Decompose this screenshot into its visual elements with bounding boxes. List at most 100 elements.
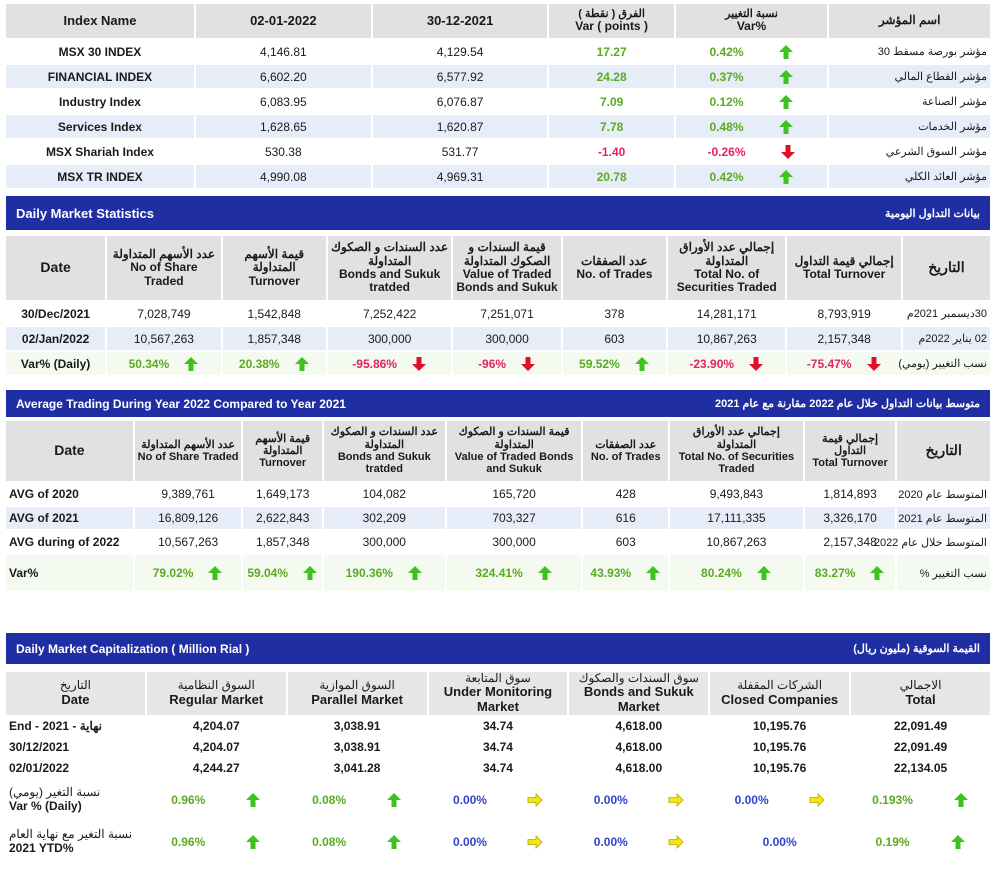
stats-value: 10,567,263 [107,327,221,350]
stats-header-en: Date [40,259,71,276]
cap-var-cell: 0.00% [429,822,568,862]
stats-var-value: -75.47% [806,356,852,371]
index-value-date1: 4,146.81 [259,44,307,59]
stats-value: 10,867,263 [668,327,786,350]
stats-header: عدد السندات و الصكوك المتداولة Bonds and … [327,236,452,300]
arrow-down-icon [749,356,764,371]
cap-header-ar: سوق المتابعة [465,671,531,685]
index-table: Index Name 02-01-2022 30-12-2021 الفرق (… [4,2,992,190]
stats-header-ar: إجمالي عدد الأوراق المتداولة [692,426,780,451]
cap-header-en: Parallel Market [311,691,403,707]
daily-stats-section: Date عدد الأسهم المتداولة No of Share Trad… [4,234,992,377]
stats-header: التاريخ [902,236,990,300]
stats-header-en: No. of Trades [590,451,661,463]
cap-value: 4,618.00 [615,761,663,776]
header-date-2: 30-12-2021 [372,4,548,38]
stats-date: 02/Jan/2022 [6,327,106,350]
index-var-pct-cell: 0.48% [675,115,828,138]
stats-date: AVG during of 2022 [9,535,120,549]
index-value-date1: 6,602.20 [195,65,371,88]
cap-header-en: Total [905,691,936,707]
cap-row: 30/12/2021 4,204.07 3,038.91 34.74 4,618.00 1… [6,738,990,757]
cap-header-ar: الاجمالي [899,678,942,693]
index-value-date1: 6,083.95 [259,94,307,109]
cap-var-value: 0.96% [171,792,206,807]
arrow-up-icon [537,566,552,580]
cap-var-value: 0.08% [312,792,347,807]
stats-header: عدد الصفقات No. of Trades [583,421,668,481]
stats-var-value: 20.38% [238,356,280,371]
stats-header-ar: قيمة الأسهم المتداولة [255,432,311,457]
cap-var-row: نسبة التغير (يومي) Var % (Daily) 0.96% 0.08… [6,780,990,820]
stats-value: 104,082 [362,487,406,501]
stats-header-en: Date [54,442,85,459]
cap-var-value: 0.00% [762,834,797,849]
stats-var-value: 80.24% [701,566,742,580]
index-value-date1: 4,990.08 [195,165,371,188]
stats-value: 300,000 [362,535,406,549]
arrow-right-icon [809,792,825,807]
cap-var-value: 0.00% [452,792,487,807]
avg-stats-title: Average Trading During Year 2022 Compare… [16,396,346,411]
index-value-date2: 1,620.87 [372,115,548,138]
index-var-pct: 0.48% [709,119,744,134]
cap-var-value: 0.193% [872,792,913,807]
arrow-up-icon [778,69,793,84]
stats-value: 1,857,348 [255,535,310,549]
arrow-up-icon [778,44,793,59]
index-row: Services Index 1,628.65 1,620.87 7.78 0.48% م… [6,115,990,138]
stats-header-ar: عدد السندات و الصكوك المتداولة [330,426,438,451]
cap-var-cell: 0.00% [710,822,849,862]
stats-var-value: 83.27% [814,566,856,580]
cap-value: 10,195.76 [752,719,807,734]
stats-var-value: 324.41% [475,566,523,580]
cap-header: سوق السندات والصكوك Bonds and Sukuk Marke… [569,671,709,715]
cap-var-value: 0.96% [171,834,206,849]
cap-var-value: 0.00% [593,792,628,807]
cap-header: التاريخ Date [6,672,145,715]
stats-value: 14,281,171 [696,306,757,321]
stats-header-en: No. of Trades [576,267,653,281]
cap-var-value: 0.19% [875,834,910,849]
stats-header-en: Turnover [259,457,307,470]
cap-header-en: Regular Market [169,691,264,707]
stats-var-cell: 20.38% [222,352,326,375]
cap-var-label: نسبة التغير مع نهاية العام 2021 YTD% [6,822,145,862]
cap-section: التاريخ Date السوق النظامية Regular Market ا… [4,670,992,864]
stats-value: 300,000 [492,535,536,549]
cap-var-cell: 0.08% [288,780,427,820]
arrow-down-icon [780,144,795,159]
stats-var-cell: -23.90% [668,352,786,375]
stats-header: إجمالي عدد الأوراق المتداولة Total No. of… [670,421,803,481]
stats-row: AVG of 2020 9,389,761 1,649,173 104,082 165,… [6,483,990,505]
stats-value: 8,793,919 [817,306,871,321]
stats-row: 30/Dec/2021 7,028,749 1,542,848 7,252,422 7,… [6,302,990,325]
stats-var-cell: 59.52% [562,352,666,375]
stats-var-cell: -95.86% [327,352,452,375]
cap-title: Daily Market Capitalization ( Million Ri… [16,641,250,656]
cap-date: 30/12/2021 [9,740,70,755]
arrow-up-icon [387,792,402,807]
index-var-pct-cell: 0.42% [675,165,828,188]
stats-header: إجمالي عدد الأوراق المتداولة Total No. of… [668,236,786,300]
stats-var-cell: 43.93% [583,555,668,591]
stats-date-ar: المتوسط عام 2021 [897,507,990,529]
cap-value: 10,195.76 [752,761,807,776]
arrow-up-icon [778,169,793,184]
cap-header: سوق المتابعة Under Monitoring Market [428,671,568,715]
cap-var-cell: 0.08% [288,822,427,862]
stats-var-label-ar: نسب التغيير % [897,555,990,591]
cap-header-en: Date [61,691,90,707]
stats-header-en: Turnover [248,273,300,288]
avg-stats-title-ar: متوسط بيانات التداول خلال عام 2022 مقارن… [714,398,980,410]
stats-header-ar: إجمالي قيمة التداول [822,432,879,457]
stats-header-en: Total No. of Securities Traded [678,451,795,476]
stats-var-value: 59.52% [579,356,620,371]
stats-header: إجمالي قيمة التداول Total Turnover [804,421,896,481]
arrow-right-icon [527,792,543,807]
stats-value: 9,493,843 [709,487,764,501]
cap-var-value: 0.00% [593,834,628,849]
arrow-up-icon [870,566,885,580]
daily-stats-title-ar: بيانات التداول اليومية [885,207,980,220]
index-name: MSX Shariah Index [45,144,154,159]
